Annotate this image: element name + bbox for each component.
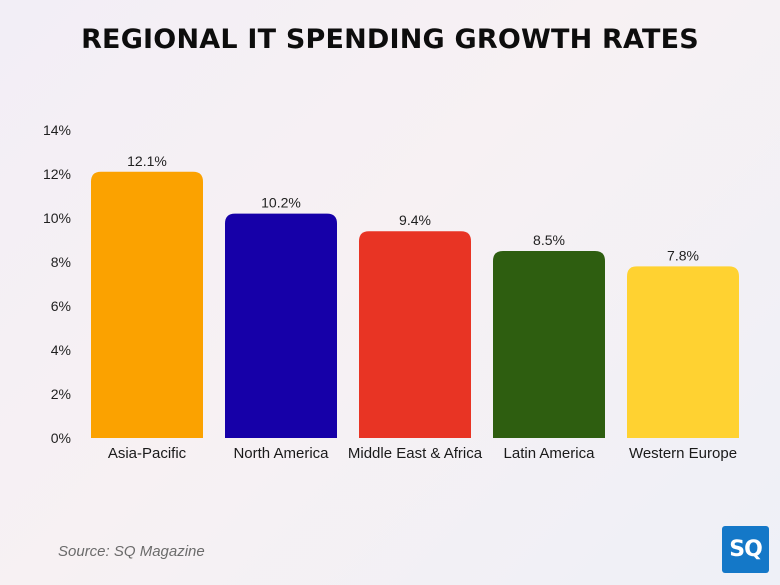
y-tick-label: 6% [51, 298, 71, 314]
y-tick-label: 14% [43, 122, 71, 138]
sq-logo: SQ [722, 526, 769, 573]
bar-western-europe [627, 266, 739, 438]
source-note: Source: SQ Magazine [58, 543, 205, 560]
y-tick-label: 8% [51, 254, 71, 270]
bar-latin-america [493, 251, 605, 438]
logo-text: SQ [729, 537, 763, 562]
x-tick-label: Middle East & Africa [348, 445, 483, 462]
data-label: 9.4% [399, 212, 431, 228]
x-axis: Asia-Pacific North America Middle East & A… [108, 445, 737, 462]
chart-title: REGIONAL IT SPENDING GROWTH RATES [81, 24, 699, 55]
y-tick-label: 4% [51, 342, 71, 358]
y-axis: 0% 2% 4% 6% 8% 10% 12% 14% [43, 122, 71, 446]
x-tick-label: Latin America [504, 445, 596, 462]
data-label: 7.8% [667, 247, 699, 263]
y-tick-label: 12% [43, 166, 71, 182]
x-tick-label: North America [233, 445, 329, 462]
x-tick-label: Western Europe [629, 445, 737, 462]
bar-asia-pacific [91, 171, 203, 439]
data-label: 8.5% [533, 232, 565, 248]
bars: 12.1% 10.2% 9.4% 8.5% 7.8% [91, 153, 739, 439]
x-tick-label: Asia-Pacific [108, 445, 187, 462]
bar-middle-east-africa [359, 231, 471, 438]
y-tick-label: 2% [51, 386, 71, 402]
bar-north-america [225, 213, 337, 438]
y-tick-label: 0% [51, 430, 71, 446]
y-tick-label: 10% [43, 210, 71, 226]
data-label: 12.1% [127, 153, 167, 169]
data-label: 10.2% [261, 195, 301, 211]
